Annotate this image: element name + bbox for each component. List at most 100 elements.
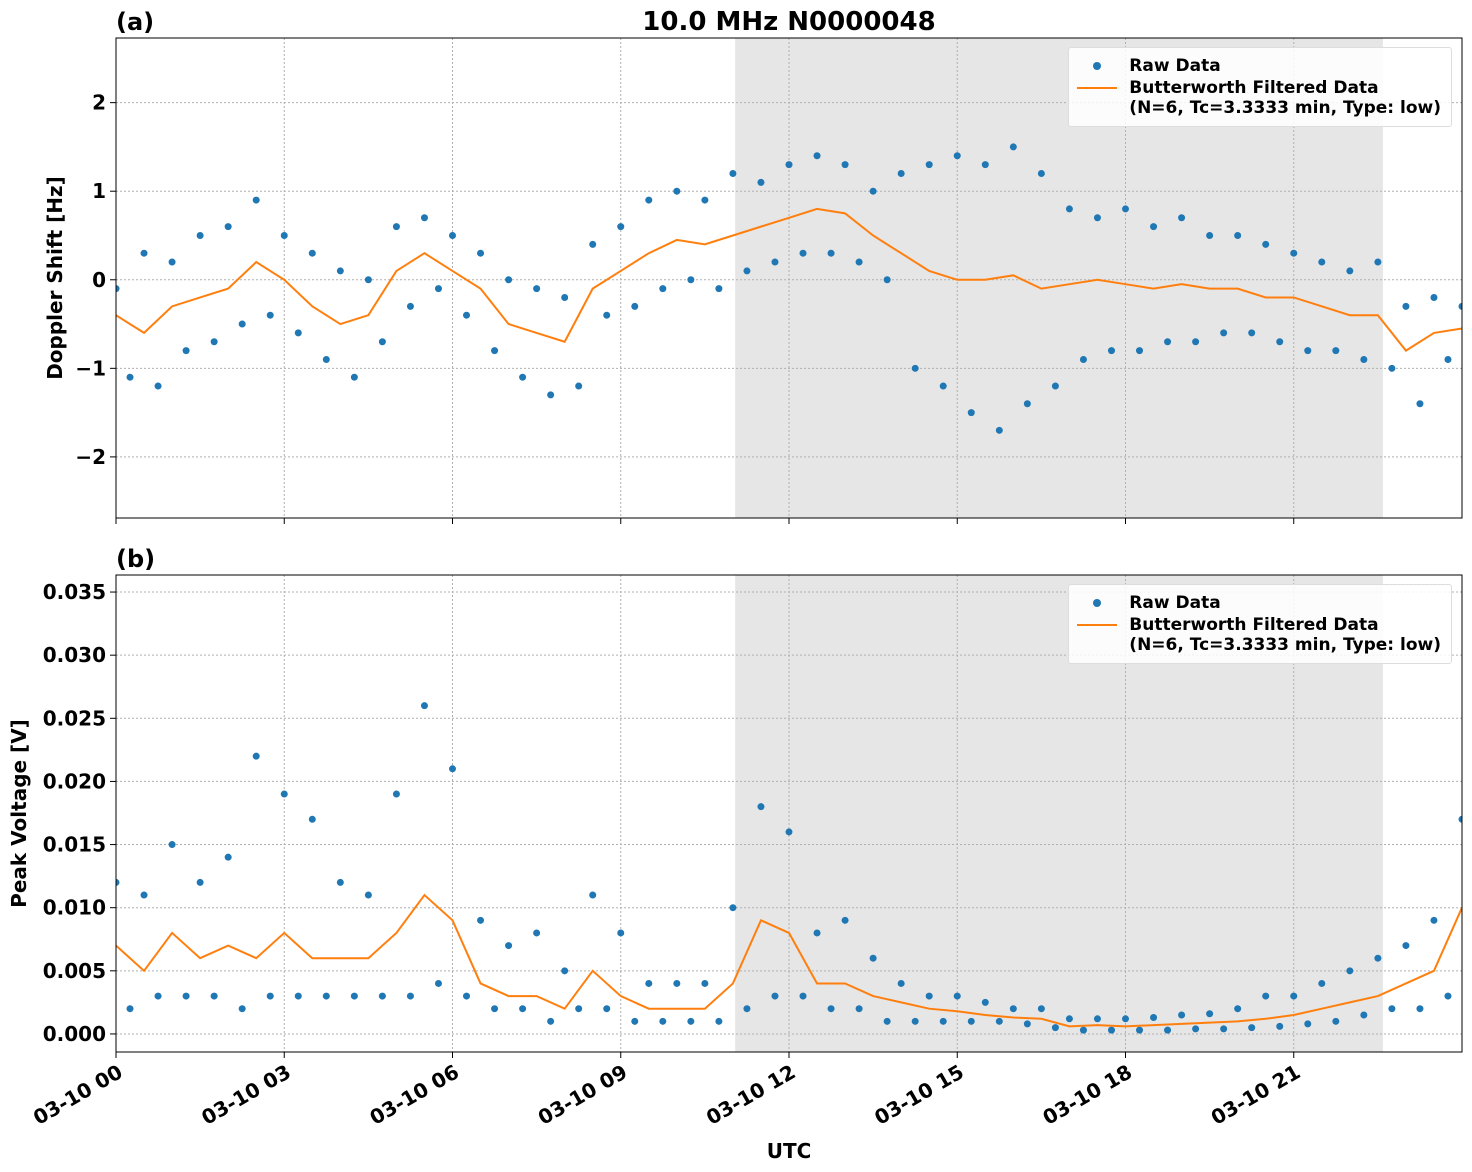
raw-point (813, 152, 821, 160)
raw-point (238, 1005, 246, 1013)
raw-point (771, 258, 779, 266)
raw-point (1037, 1005, 1045, 1013)
raw-point (1122, 205, 1129, 213)
raw-point (953, 152, 961, 160)
y-tick-label: 0.015 (43, 833, 106, 857)
raw-point (1220, 329, 1228, 337)
raw-point (1192, 1025, 1200, 1033)
panel-label: (b) (116, 545, 155, 573)
y-axis-label: Peak Voltage [V] (7, 719, 31, 908)
filtered-line (116, 207, 1462, 352)
y-tick-label: 0.005 (43, 959, 106, 983)
raw-point (1107, 1026, 1115, 1034)
raw-point (883, 276, 891, 284)
raw-point (1023, 1020, 1031, 1028)
raw-point (1136, 1026, 1144, 1034)
raw-point (981, 998, 989, 1006)
raw-point (1093, 1015, 1101, 1023)
x-tick-label: 03-10 18 (1038, 1060, 1136, 1130)
raw-point (449, 765, 456, 773)
raw-point (322, 355, 330, 363)
raw-point (1220, 1025, 1228, 1033)
raw-point (1276, 338, 1284, 346)
raw-point (1318, 979, 1326, 987)
raw-point (589, 240, 597, 248)
raw-point (603, 311, 611, 319)
raw-point (252, 196, 260, 204)
raw-point (743, 267, 751, 275)
raw-point (561, 293, 569, 301)
y-tick-label: 0.025 (43, 706, 106, 730)
raw-point (1360, 355, 1368, 363)
raw-point (322, 992, 330, 1000)
raw-point (1248, 1024, 1256, 1032)
raw-point (449, 231, 456, 239)
raw-point (785, 161, 793, 169)
raw-point (1150, 1014, 1158, 1022)
raw-point (1093, 214, 1101, 222)
raw-point (967, 409, 975, 417)
raw-point (547, 391, 555, 399)
raw-point (224, 853, 232, 861)
raw-point (757, 803, 765, 811)
plot-frame (115, 37, 1463, 519)
raw-point (981, 161, 989, 169)
raw-point (168, 841, 176, 849)
legend-label: Butterworth Filtered Data (N=6, Tc=3.333… (1129, 615, 1441, 655)
raw-point (897, 169, 905, 177)
raw-point (1051, 382, 1059, 390)
x-tick-label: 03-10 03 (197, 1060, 295, 1130)
raw-point (182, 992, 190, 1000)
raw-point (1234, 1005, 1242, 1013)
raw-point (378, 992, 386, 1000)
raw-point (1374, 954, 1382, 962)
raw-point (813, 929, 821, 937)
raw-point (757, 178, 765, 186)
raw-point (1346, 267, 1354, 275)
raw-point (1248, 329, 1256, 337)
raw-point (1346, 967, 1354, 975)
raw-point (392, 223, 400, 231)
raw-point (1360, 1011, 1368, 1019)
x-tick-label: 03-10 21 (1207, 1060, 1305, 1130)
raw-point (210, 992, 218, 1000)
raw-point (1079, 355, 1087, 363)
raw-point (350, 992, 358, 1000)
legend-marker (1077, 87, 1118, 89)
y-tick-label: 0.010 (43, 896, 106, 920)
legend-marker (1093, 599, 1102, 607)
legend: Raw Data Butterworth Filtered Data (N=6, … (1068, 47, 1452, 127)
raw-point (519, 373, 527, 381)
raw-point (911, 1017, 919, 1025)
raw-point (645, 979, 653, 987)
raw-point (1290, 249, 1298, 257)
raw-point (140, 891, 148, 899)
raw-point (1304, 347, 1312, 355)
x-tick-label: 03-10 15 (870, 1060, 968, 1130)
raw-point (126, 373, 134, 381)
legend-label: Raw Data (1129, 56, 1221, 76)
legend: Raw Data Butterworth Filtered Data (N=6, … (1068, 584, 1452, 664)
raw-point (799, 249, 807, 257)
raw-point (1262, 240, 1270, 248)
raw-point (1150, 223, 1158, 231)
raw-point (869, 187, 877, 195)
raw-point (659, 1017, 667, 1025)
raw-point (364, 276, 372, 284)
raw-point (1262, 992, 1270, 1000)
raw-point (855, 258, 863, 266)
raw-point (617, 929, 625, 937)
raw-point (140, 249, 148, 257)
raw-point (1388, 364, 1396, 372)
raw-point (561, 967, 569, 975)
filtered-line (116, 893, 1462, 1028)
chart-title: 10.0 MHz N0000048 (642, 7, 935, 37)
legend-marker (1077, 624, 1118, 626)
raw-point (575, 382, 583, 390)
raw-point (406, 992, 414, 1000)
raw-point (420, 702, 428, 710)
y-tick-label: 2 (92, 91, 106, 115)
raw-point (771, 992, 779, 1000)
raw-point (785, 828, 793, 836)
